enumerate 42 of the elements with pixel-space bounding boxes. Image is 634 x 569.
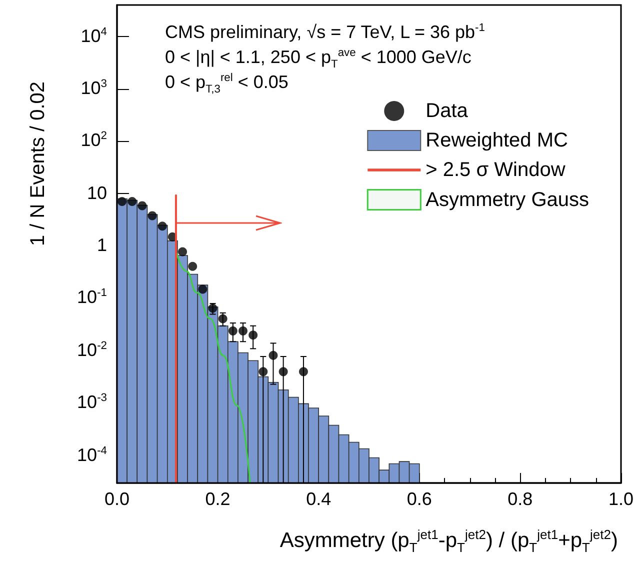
legend-label: Reweighted MC <box>426 130 568 152</box>
y-tick-label: 10$^{-1}$ <box>77 288 107 310</box>
point <box>158 222 167 231</box>
annotation: 0 < p$_{T,3}$$^{rel}$ < 0.05 <box>165 72 288 96</box>
y-tick-label: 10$^{2}$ <box>80 130 107 152</box>
point <box>298 367 308 376</box>
text: Asymmetry (p$_{T}$$^{jet1}$-p$_{T}$$^{jet2}$) / (p$_{T}$$^{jet1}$+p$_{T}$$^{jet2}$) <box>280 527 618 556</box>
y-tick-label: 10$^{3}$ <box>80 78 107 100</box>
point <box>198 284 208 294</box>
x-tick-label: 0.2 <box>205 489 230 511</box>
legend-label: Data <box>426 100 469 122</box>
point <box>118 196 127 206</box>
point <box>218 314 228 324</box>
point <box>148 211 157 220</box>
x-tick-label: 0.6 <box>406 489 432 511</box>
y-tick-label: 10$^{-3}$ <box>77 392 107 414</box>
y-tick-label: 1 <box>96 235 107 257</box>
point <box>278 367 288 376</box>
y-tick-label: 10$^{-4}$ <box>77 444 107 466</box>
point <box>268 350 278 360</box>
point <box>238 326 248 336</box>
x-tick-label: 1.0 <box>608 489 634 511</box>
y-tick-label: 10$^{4}$ <box>80 26 107 48</box>
x-tick-label: 0.8 <box>508 489 533 511</box>
x-tick-label: 0.0 <box>104 489 130 511</box>
legend-label: > 2.5 σ Window <box>426 159 566 181</box>
point <box>248 330 258 340</box>
point <box>228 326 238 336</box>
annotation: 0 < |η| < 1.1, 250 < p$_{T}$$^{ave}$ < 1000 GeV/c <box>165 47 472 71</box>
point <box>208 304 218 313</box>
line-series <box>176 252 251 484</box>
y-tick-label: 10$^{-2}$ <box>77 340 107 362</box>
y-axis-title: 1 / N Events / 0.02 <box>26 81 50 246</box>
point <box>138 201 147 210</box>
y-tick-label: 10 <box>86 182 107 204</box>
annotation: CMS preliminary, √s = 7 TeV, L = 36 pb$^{-1}$ <box>165 22 485 44</box>
point <box>188 262 198 271</box>
point <box>128 196 137 206</box>
point <box>258 367 268 376</box>
legend-label: Asymmetry Gauss <box>426 188 589 211</box>
point <box>178 247 188 256</box>
x-tick-label: 0.4 <box>306 489 332 511</box>
